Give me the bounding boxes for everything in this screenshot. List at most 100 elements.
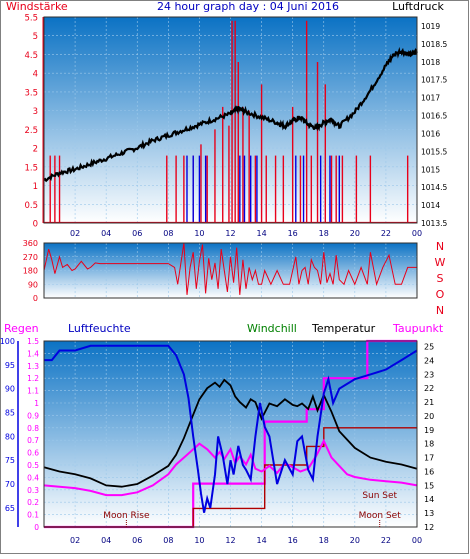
x-tick-label: 16 <box>288 536 298 545</box>
rain-tick-label: 1.4 <box>27 349 39 358</box>
temp-tick-label: 19 <box>424 426 434 435</box>
rain-tick-label: 0.2 <box>27 498 39 507</box>
moon-set-label: Moon Set <box>359 511 402 521</box>
panel2-border <box>43 242 418 299</box>
astro-annotations: Moon Rise Moon Set Sun Set <box>103 491 401 527</box>
compass-label: N <box>436 240 444 253</box>
x-tick-label: 20 <box>350 229 360 238</box>
rain-tick-label: 0 <box>34 523 39 532</box>
humidity-tick-label: 75 <box>5 456 15 465</box>
chart-title: 24 hour graph day : 04 Juni 2016 <box>157 0 339 13</box>
luftdruck-label: Luftdruck <box>392 0 444 13</box>
direction-tick-label: 180 <box>23 267 38 276</box>
temperature-line <box>43 378 418 488</box>
temp-tick-label: 12 <box>424 523 434 532</box>
rain-line <box>44 427 417 528</box>
luftfeuchte-label: Luftfeuchte <box>68 322 131 335</box>
compass-label: N <box>436 304 444 317</box>
right-tick-label: 1014.5 <box>421 183 447 192</box>
right-tick-label: 1019 <box>421 22 440 31</box>
x-tick-label: 08 <box>163 229 173 238</box>
x-tick-label: 10 <box>194 229 204 238</box>
left-tick-label: 1.5 <box>24 163 38 173</box>
humidity-line <box>44 344 418 513</box>
rain-tick-label: 1.3 <box>27 362 39 371</box>
rain-tick-label: 1 <box>34 399 39 408</box>
direction-tick-label: 270 <box>23 253 38 262</box>
humidity-tick-label: 100 <box>0 337 15 346</box>
left-tick-label: 3.5 <box>24 88 38 98</box>
wind-pressure-series <box>43 20 418 224</box>
rain-tick-label: 0.9 <box>27 411 39 420</box>
rain-tick-label: 0.6 <box>27 449 39 458</box>
wind-direction-series <box>43 242 418 295</box>
left-tick-label: 1 <box>33 182 38 192</box>
rain-tick-label: 0.3 <box>27 486 39 495</box>
humidity-tick-label: 80 <box>5 432 15 441</box>
humidity-tick-label: 70 <box>5 480 15 489</box>
rain-tick-label: 0.5 <box>27 461 39 470</box>
left-tick-label: 2.5 <box>24 126 38 136</box>
temp-tick-label: 17 <box>424 454 434 463</box>
temp-tick-label: 24 <box>424 356 434 365</box>
x-tick-label: 18 <box>319 229 329 238</box>
x-tick-label: 04 <box>101 536 111 545</box>
temp-tick-label: 23 <box>424 370 434 379</box>
x-tick-label: 00 <box>412 229 422 238</box>
humidity-tick-label: 65 <box>5 504 15 513</box>
rain-tick-label: 0.8 <box>27 424 39 433</box>
x-tick-label: 08 <box>163 536 173 545</box>
rain-tick-label: 0.1 <box>27 511 39 520</box>
taupunkt-label: Taupunkt <box>392 322 444 335</box>
x-tick-label: 10 <box>194 536 204 545</box>
right-tick-label: 1014 <box>421 201 440 210</box>
windchill-label: Windchill <box>247 322 297 335</box>
x-tick-label: 12 <box>225 229 235 238</box>
compass-label: O <box>436 288 445 301</box>
x-tick-label: 14 <box>256 229 266 238</box>
temp-tick-label: 25 <box>424 343 434 352</box>
temp-humidity-series <box>43 339 418 529</box>
x-tick-label: 12 <box>225 536 235 545</box>
right-tick-label: 1017 <box>421 94 440 103</box>
rain-tick-label: 0.4 <box>27 473 39 482</box>
direction-tick-label: 0 <box>33 294 38 303</box>
x-tick-label: 06 <box>132 536 142 545</box>
left-tick-label: 3 <box>33 107 38 117</box>
humidity-tick-label: 95 <box>5 361 15 370</box>
right-tick-label: 1018.5 <box>421 40 447 49</box>
humidity-tick-label: 85 <box>5 409 15 418</box>
wind-pressure-plot-area <box>44 17 417 223</box>
dewpoint-line <box>43 438 418 497</box>
temp-tick-label: 22 <box>424 384 434 393</box>
x-tick-label: 14 <box>256 536 266 545</box>
x-tick-label: 04 <box>101 229 111 238</box>
left-tick-label: 4 <box>33 70 38 80</box>
rain-tick-label: 1.2 <box>27 374 39 383</box>
direction-tick-label: 90 <box>28 280 38 289</box>
x-tick-label: 06 <box>132 229 142 238</box>
left-tick-label: 4.5 <box>24 51 38 61</box>
x-tick-label: 20 <box>350 536 360 545</box>
right-tick-label: 1015.5 <box>421 147 447 156</box>
rain-tick-label: 1.5 <box>27 337 39 346</box>
x-tick-label: 00 <box>412 536 422 545</box>
right-tick-label: 1018 <box>421 58 440 67</box>
pressure-line <box>43 46 418 183</box>
rain-total-line <box>44 339 417 529</box>
windstaerke-label: Windstärke <box>6 0 68 13</box>
right-tick-label: 1015 <box>421 165 440 174</box>
x-tick-label: 02 <box>70 536 80 545</box>
temp-tick-label: 14 <box>424 495 434 504</box>
panel3-border <box>43 340 418 528</box>
wind-direction-line <box>43 242 418 295</box>
temp-tick-label: 21 <box>424 398 434 407</box>
wind-pressure-axes: 00.511.522.533.544.555.51013.510141014.5… <box>24 14 447 239</box>
compass-label: W <box>435 256 446 269</box>
rain-tick-label: 1.1 <box>27 387 39 396</box>
x-tick-label: 18 <box>319 536 329 545</box>
